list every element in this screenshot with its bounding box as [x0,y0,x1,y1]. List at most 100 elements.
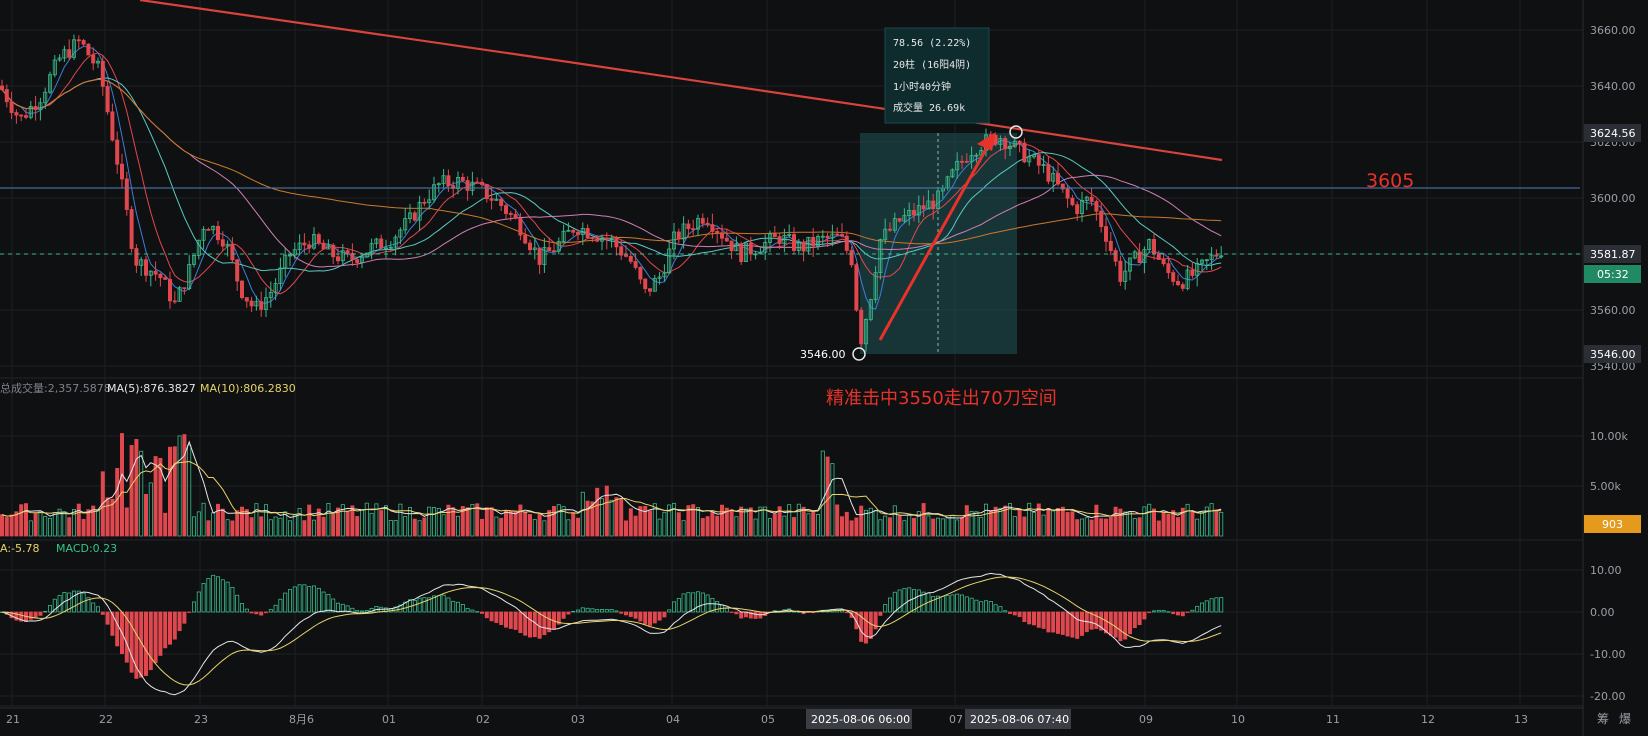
volume-bar [379,510,384,537]
volume-bar [888,517,893,537]
volume-bar [883,515,888,537]
macd-bar [273,604,278,613]
macd-bar [470,609,475,613]
candle-body [23,115,28,118]
candle-body [67,49,72,58]
time-tick-label: 05 [761,713,775,726]
macd-bar [239,603,244,613]
candle-body [859,309,864,345]
candle-body [427,199,432,204]
candle-body [143,259,148,276]
volume-bar [1056,508,1061,537]
time-axis[interactable]: 21 22 23 8月6 01 02 03 04 05 07 09 10 11 12 13 2025-08-… [0,707,1631,729]
macd-bar [849,611,854,618]
candle-body [369,243,374,254]
volume-bar [475,503,480,537]
candle-body [763,241,768,253]
candle-body [974,154,979,157]
macd-bar [340,603,345,613]
volume-bar [316,508,321,537]
volume-bar [177,435,182,537]
candle-body [335,256,340,262]
macd-bar [547,611,552,633]
macd-bar [76,590,81,613]
low-price-label: 3546.00 [800,348,846,361]
macd-bar [1070,611,1075,638]
volume-bar [638,506,643,537]
macd-bar [91,602,96,613]
right-price-axis[interactable]: 3660.003640.003620.003600.003580.003560.… [1582,0,1636,736]
time-tick-label: 04 [666,713,680,726]
grid-lines [0,0,1583,707]
candle-body [1152,238,1157,255]
burst-button[interactable]: 爆 [1619,712,1631,726]
macd-bar [576,609,581,613]
candle-body [403,218,408,231]
time-tick-label: 21 [6,713,20,726]
macd-bar [427,597,432,613]
candle-body [633,261,638,268]
volume-bar [643,506,648,537]
candle-body [921,205,926,210]
candle-body [81,40,86,45]
candle-body [681,223,686,240]
macd-bar [244,608,249,613]
candle-body [1089,196,1094,202]
volume-bar [753,518,758,537]
volume-bar [859,505,864,537]
macd-histogram [0,574,1224,679]
macd-bar [225,581,230,613]
macd-bar [652,611,657,624]
volume-bar [811,510,816,537]
time-tick-label: 11 [1326,713,1340,726]
candle-body [1171,272,1176,282]
candle-body [1084,196,1089,201]
candle-body [739,243,744,262]
candle-body [705,222,710,225]
candle-body [273,283,278,293]
candle-body [811,236,816,247]
candle-body [1041,164,1046,166]
volume-bar [686,505,691,537]
volume-bar [470,504,475,537]
candle-body [57,57,62,61]
candle-body [556,241,561,252]
candle-body [172,300,177,303]
crosshair-time-end-badge [965,709,1071,729]
candle-body [1099,210,1104,227]
candle-body [998,138,1003,145]
macd-bar [979,601,984,613]
volume-bar [796,503,801,537]
candle-body [878,239,883,274]
volume-legend-ma5: MA(5):876.3827 [107,382,196,395]
candle-body [28,106,33,118]
volume-bar [710,511,715,537]
candle-body [163,277,168,280]
volume-bar [854,517,859,537]
candle-body [1017,140,1022,144]
macd-bar [201,583,206,613]
volume-bars [0,433,1224,537]
candle-body [840,234,845,237]
candle-body [14,112,19,116]
candle-body [1060,183,1065,190]
volume-bar [739,506,744,537]
volume-bar [76,503,81,537]
volume-bar [388,520,393,537]
candle-body [964,160,969,163]
candle-body [182,287,187,290]
volume-bar [667,504,672,537]
candle-body [566,229,571,232]
candle-body [1185,269,1190,289]
chip-button[interactable]: 筹 [1597,712,1609,726]
macd-bar [753,611,758,619]
volume-bar [335,507,340,537]
volume-bar [580,491,585,537]
candle-body [638,267,643,280]
candle-body [134,248,139,266]
volume-bar [43,516,48,537]
volume-bar [840,516,845,537]
macd-bar [143,611,148,676]
macd-bar [321,591,326,613]
